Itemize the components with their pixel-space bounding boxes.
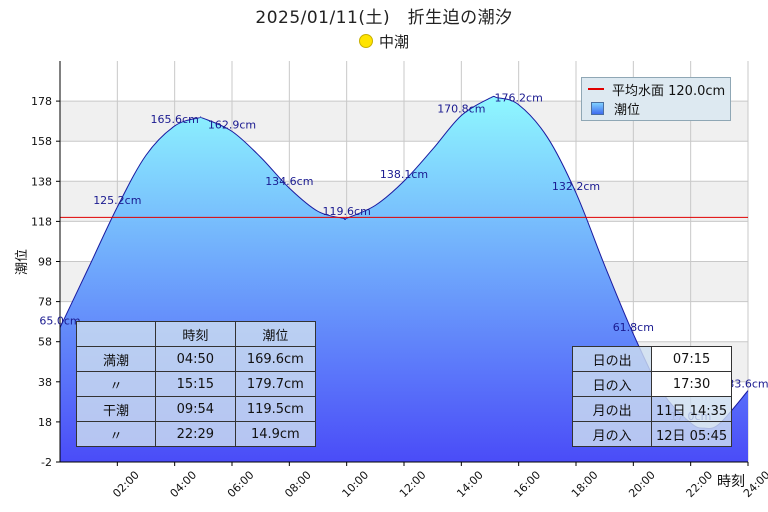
table-cell: 07:15: [651, 346, 732, 372]
x-tick-label: 06:00: [225, 469, 257, 501]
y-tick-label: 78: [38, 296, 52, 309]
table-row: 〃 22:29 14.9cm: [76, 421, 317, 447]
x-axis-label: 時刻: [717, 474, 745, 490]
data-label: 138.1cm: [380, 168, 428, 181]
y-tick-label: 138: [31, 175, 52, 188]
y-tick-label: 38: [38, 376, 52, 389]
table-cell: 15:15: [154, 371, 236, 397]
data-label: 33.6cm: [727, 378, 768, 391]
table-cell: 日の入: [571, 371, 653, 397]
data-label: 176.2cm: [495, 92, 543, 105]
y-tick-label: 58: [38, 336, 52, 349]
chart-title: 2025/01/11(土) 折生迫の潮汐: [255, 8, 513, 28]
table-cell: 月の出: [571, 396, 653, 422]
table-row: 干潮 09:54 119.5cm: [76, 396, 317, 422]
table-cell: 干潮: [76, 396, 156, 422]
table-header-cell: 潮位: [234, 321, 317, 347]
data-label: 165.6cm: [151, 113, 199, 126]
tide-table: 時刻 潮位 満潮 04:50 169.6cm 〃 15:15 179.7cm 干…: [76, 321, 317, 447]
half-moon-icon: [358, 34, 373, 48]
tide-type: 中潮: [0, 31, 768, 52]
x-tick-label: 22:00: [684, 469, 716, 501]
table-cell: 119.5cm: [234, 396, 317, 422]
x-tick-label: 14:00: [454, 469, 486, 501]
table-row: 月の入 12日 05:45: [571, 421, 732, 447]
legend-item-tide: 潮位: [588, 99, 641, 118]
table-cell: 169.6cm: [234, 346, 317, 372]
table-cell: 日の出: [571, 346, 653, 372]
table-row: 満潮 04:50 169.6cm: [76, 346, 317, 372]
legend-label-tide: 潮位: [614, 102, 641, 118]
table-cell: 09:54: [154, 396, 236, 422]
table-cell: 月の入: [571, 421, 653, 447]
table-cell: 満潮: [76, 346, 156, 372]
y-tick-label: 158: [31, 135, 52, 148]
chart-legend: 平均水面 120.0cm 潮位: [581, 77, 731, 121]
table-cell: 179.7cm: [234, 371, 317, 397]
y-tick-label: 178: [31, 95, 52, 108]
sun-moon-table: 日の出 07:15 日の入 17:30 月の出 11日 14:35 月の入 12…: [571, 346, 732, 447]
table-row: 日の出 07:15: [571, 346, 732, 372]
table-header-cell: 時刻: [154, 321, 236, 347]
x-tick-label: 04:00: [168, 469, 200, 501]
x-tick-label: 10:00: [340, 469, 372, 501]
x-tick-label: 08:00: [282, 469, 314, 501]
legend-label-mean: 平均水面 120.0cm: [612, 83, 726, 99]
table-row: 月の出 11日 14:35: [571, 396, 732, 422]
table-cell: 11日 14:35: [651, 396, 732, 422]
x-tick-label: 20:00: [626, 469, 658, 501]
table-row: 〃 15:15 179.7cm: [76, 371, 317, 397]
table-cell: 14.9cm: [234, 421, 317, 447]
table-cell: 〃: [76, 421, 156, 447]
y-axis-label: 潮位: [15, 249, 30, 275]
data-label: 125.2cm: [93, 194, 141, 207]
data-label: 134.6cm: [265, 175, 313, 188]
table-cell: 04:50: [154, 346, 236, 372]
tide-table-header: 時刻 潮位: [76, 321, 317, 347]
table-cell: 22:29: [154, 421, 236, 447]
y-tick-label: -2: [41, 456, 52, 469]
data-label: 162.9cm: [208, 118, 256, 131]
data-label: 132.2cm: [552, 180, 600, 193]
data-label: 170.8cm: [437, 103, 485, 116]
y-tick-label: 98: [38, 256, 52, 269]
legend-item-mean: 平均水面 120.0cm: [588, 80, 726, 99]
y-tick-label: 18: [38, 416, 52, 429]
table-row: 日の入 17:30: [571, 371, 732, 397]
table-cell: 〃: [76, 371, 156, 397]
data-label: 61.8cm: [613, 321, 654, 334]
data-label: 65.0cm: [39, 315, 80, 328]
x-tick-label: 16:00: [512, 469, 544, 501]
mean-line-swatch: [588, 88, 604, 90]
x-tick-label: 12:00: [397, 469, 429, 501]
table-cell: 12日 05:45: [651, 421, 732, 447]
x-tick-label: 02:00: [110, 469, 142, 501]
data-label: 119.6cm: [323, 205, 371, 218]
x-tick-label: 18:00: [569, 469, 601, 501]
y-tick-label: 118: [31, 215, 52, 228]
table-header-cell: [76, 321, 156, 347]
tide-type-label: 中潮: [378, 33, 409, 51]
tide-area-swatch: [591, 101, 604, 115]
table-cell: 17:30: [651, 371, 732, 397]
